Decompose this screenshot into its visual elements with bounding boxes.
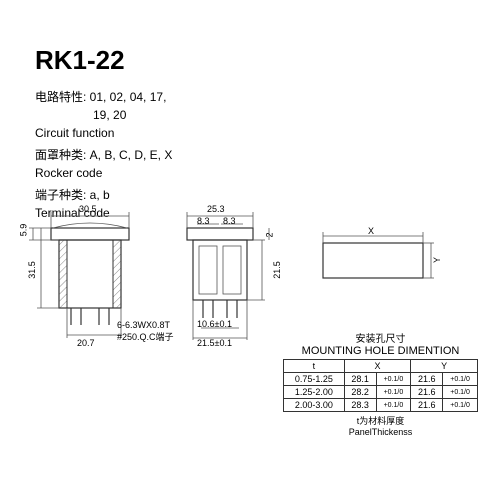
terminal-note2: #250.Q.C端子 [117, 330, 174, 343]
mounting-hole-table-area: 安装孔尺寸 MOUNTING HOLE DIMENTION t X Y 0.75… [283, 330, 478, 437]
front-width-dim: 30.5 [79, 204, 97, 214]
datasheet-page: RK1-22 电路特性: 01, 02, 04, 17, 19, 20 Circ… [35, 45, 465, 455]
table-header-row: t X Y [284, 360, 478, 373]
terminal-cn: 端子种类: a, b [35, 186, 465, 204]
part-number-title: RK1-22 [35, 45, 465, 76]
side-sub-w1-dim: 8.3 [197, 216, 210, 226]
side-body-w-dim: 21.5±0.1 [197, 338, 232, 348]
circuit-function-spec: 电路特性: 01, 02, 04, 17, 19, 20 Circuit fun… [35, 88, 465, 142]
table-row: 1.25-2.00 28.2 +0.1/0 21.6 +0.1/0 [284, 386, 478, 399]
table-row: 0.75-1.25 28.1 +0.1/0 21.6 +0.1/0 [284, 373, 478, 386]
table-footer: t为材料厚度 PanelThickenss [283, 414, 478, 437]
table-title: 安装孔尺寸 MOUNTING HOLE DIMENTION [283, 330, 478, 357]
front-side-h-dim: 31.5 [27, 261, 37, 279]
table-title-en: MOUNTING HOLE DIMENTION [302, 345, 460, 357]
table-header-x: X [344, 360, 411, 373]
table-header-y: Y [411, 360, 478, 373]
table-footer-cn: t为材料厚度 [357, 416, 405, 426]
rocker-code-spec: 面罩种类: A, B, C, D, E, X Rocker code [35, 146, 465, 182]
rocker-en: Rocker code [35, 164, 465, 182]
side-pin-w-dim: 10.6±0.1 [197, 319, 232, 329]
circuit-cn-line2: 19, 20 [35, 106, 465, 124]
side-top-w-dim: 25.3 [207, 204, 225, 214]
circuit-en: Circuit function [35, 124, 465, 142]
side-lip-dim: 2 [265, 232, 275, 237]
table-row: 2.00-3.00 28.3 +0.1/0 21.6 +0.1/0 [284, 399, 478, 412]
table-header-t: t [284, 360, 345, 373]
side-sub-w2-dim: 8.3 [223, 216, 236, 226]
terminal-note1: 6-6.3WX0.8T [117, 320, 170, 330]
front-top-h-dim: 5.9 [18, 224, 28, 237]
mounting-hole-drawing [303, 228, 453, 298]
mount-y-label: Y [432, 257, 442, 263]
mount-x-label: X [368, 226, 374, 236]
front-bottom-w-dim: 20.7 [77, 338, 95, 348]
rocker-cn: 面罩种类: A, B, C, D, E, X [35, 146, 465, 164]
table-title-cn: 安装孔尺寸 [356, 334, 406, 345]
table-footer-en: PanelThickenss [349, 427, 413, 437]
mounting-hole-table: t X Y 0.75-1.25 28.1 +0.1/0 21.6 +0.1/0 … [283, 359, 478, 412]
side-body-h-dim: 21.5 [272, 261, 282, 279]
circuit-cn: 电路特性: 01, 02, 04, 17, [35, 88, 465, 106]
